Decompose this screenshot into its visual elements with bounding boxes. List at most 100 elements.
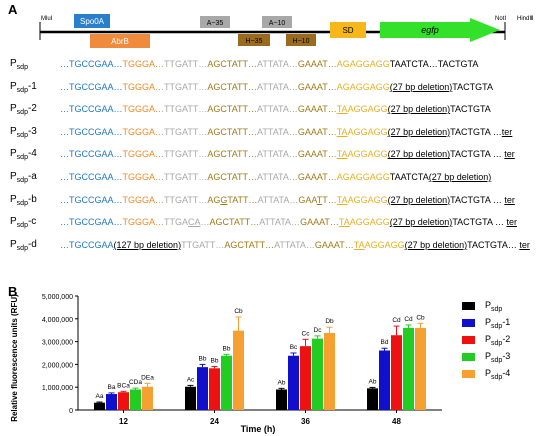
data-label: Ac bbox=[187, 376, 195, 383]
x-axis-label: Time (h) bbox=[241, 424, 276, 434]
sequence-segment: TACTGTA … bbox=[450, 126, 502, 137]
bar bbox=[391, 335, 402, 410]
sequence-segment: …TGCCGAA… bbox=[60, 194, 123, 205]
legend-subscript: sdp bbox=[491, 356, 503, 364]
sequence-segment: GAAAT… bbox=[297, 59, 337, 69]
data-label: BCa bbox=[117, 382, 130, 389]
bar bbox=[415, 327, 426, 410]
sequence-segment: …TGCCGAA… bbox=[60, 217, 123, 228]
sequence-segment: (27 bp deletion) bbox=[389, 217, 453, 228]
sequence-name-prefix: P bbox=[10, 193, 17, 205]
promoter-map: MluⅠ NotⅠ HindⅢ Spo0A AbrB A−35 A−10 H−3… bbox=[39, 14, 533, 48]
fluorescence-bar-chart: 0 1,000,000 2,000,000 3,000,000 4,000,000 5,0… bbox=[10, 294, 442, 434]
bar bbox=[130, 389, 141, 410]
sequence-name: Psdp-1 bbox=[10, 79, 62, 99]
sequence-segment: GAAAT… bbox=[300, 217, 339, 228]
sequence-name: Psdp-2 bbox=[10, 101, 62, 121]
sequence-segment: ATTATA… bbox=[257, 81, 298, 92]
sequence-segment: TA bbox=[336, 126, 348, 137]
sequence-segment: AGAGGAGG bbox=[336, 59, 390, 69]
legend-subscript: sdp bbox=[491, 305, 503, 313]
sequence-segment: AGCTATT… bbox=[207, 126, 258, 137]
bar bbox=[403, 327, 414, 410]
data-label: Ab bbox=[369, 378, 377, 385]
sequence-segment: AGCTATT… bbox=[207, 81, 258, 92]
sequence-segment: TGGGA… bbox=[122, 81, 165, 92]
bar bbox=[197, 367, 208, 410]
h10-box bbox=[286, 34, 316, 46]
sequence-segment: TATT… bbox=[227, 194, 258, 205]
data-label: Bb bbox=[211, 357, 219, 364]
legend-suffix: -3 bbox=[502, 351, 511, 361]
noti-site-label: NotⅠ bbox=[495, 16, 506, 22]
sequence-name-subscript: sdp bbox=[16, 154, 28, 162]
a10-label: A−10 bbox=[269, 20, 286, 27]
legend-name: P bbox=[485, 368, 492, 378]
sequence-segment: GAAAT… bbox=[297, 149, 337, 160]
bar bbox=[300, 346, 311, 410]
sequence-text: …TGCCGAA…TGGGA…TTGATT…AGCTATT…ATTATA…GAA… bbox=[60, 169, 491, 185]
y-tick-label: 0 bbox=[69, 408, 73, 415]
sequence-segment: ATTATA… bbox=[257, 172, 298, 182]
sequence-segment: TGGGA… bbox=[122, 194, 165, 205]
sequence-segment: (27 bp deletion) bbox=[387, 194, 451, 205]
legend-name: P bbox=[485, 317, 492, 327]
sequence-text: …TGCCGAA…TGGGA…TTGATT…AGCTATT…ATTATA…GAA… bbox=[60, 124, 512, 140]
spo0a-label: Spo0A bbox=[80, 17, 105, 26]
data-label: Cd bbox=[392, 317, 401, 324]
sequence-name-prefix: P bbox=[10, 216, 17, 228]
sequence-segment: TACTGTA … bbox=[450, 194, 505, 205]
sequence-name-subscript: sdp bbox=[16, 86, 28, 94]
sequence-segment: ATTATA… bbox=[257, 149, 298, 160]
data-label: DEa bbox=[141, 374, 154, 381]
data-label: Bd bbox=[381, 339, 389, 346]
sequence-segment: ATTATA… bbox=[257, 126, 298, 137]
sequence-text: …TGCCGAA(127 bp deletion)TTGATT…AGCTATT…… bbox=[60, 237, 530, 253]
bar bbox=[288, 355, 299, 410]
y-tick-label: 3,000,000 bbox=[42, 340, 73, 347]
x-tick-label: 36 bbox=[301, 417, 310, 426]
sequence-text: …TGCCGAA…TGGGA…TTGATT…AGCTATT…ATTATA…GAA… bbox=[60, 146, 515, 162]
sequence-segment: AGGAGG bbox=[364, 239, 405, 250]
data-label: Cb bbox=[234, 308, 243, 315]
bar bbox=[312, 338, 323, 410]
sequence-segment: TA bbox=[353, 239, 365, 250]
sequence-name-suffix: -1 bbox=[27, 80, 37, 92]
a10-box bbox=[262, 16, 292, 28]
sequence-segment: AGGAGG bbox=[349, 217, 390, 228]
sequence-name-suffix: -3 bbox=[27, 125, 37, 137]
sequence-segment: AG bbox=[207, 194, 221, 205]
sequence-segment: GAA bbox=[298, 194, 317, 205]
sequence-segment: TAATCTA bbox=[389, 172, 429, 182]
sequence-segment: …TGCCGAA bbox=[60, 239, 114, 250]
sequence-segment: AGCTATT… bbox=[207, 172, 258, 182]
sequence-segment: ter bbox=[506, 217, 517, 228]
sequence-name-suffix: -d bbox=[27, 238, 37, 250]
sequence-name: Psdp-d bbox=[10, 237, 62, 257]
sequence-segment: …TGCCGAA… bbox=[60, 81, 123, 92]
sequence-segment: AGCTATT… bbox=[207, 59, 258, 69]
sequence-segment: TACTGTA bbox=[452, 81, 493, 92]
sequence-segment: TTGATT… bbox=[164, 59, 208, 69]
sequence-segment: AGAGGAGG bbox=[336, 172, 390, 182]
sequence-segment: ter bbox=[501, 126, 513, 137]
sequence-segment: TTGATT… bbox=[164, 126, 208, 137]
sequence-segment: GAAAT… bbox=[297, 126, 337, 137]
sequence-segment: … bbox=[200, 217, 210, 228]
h35-box bbox=[238, 34, 270, 46]
sequence-segment: ATTATA… bbox=[274, 239, 315, 250]
sequence-segment: TACTGTA … bbox=[450, 149, 505, 160]
bar bbox=[185, 386, 196, 410]
sequence-name-prefix: P bbox=[10, 238, 17, 250]
x-tick-label: 24 bbox=[210, 417, 219, 426]
sequence-name-prefix: P bbox=[10, 80, 17, 92]
sequence-segment: TTGATT… bbox=[164, 194, 208, 205]
mlu-site-label: MluⅠ bbox=[41, 16, 53, 22]
bar bbox=[367, 388, 378, 410]
legend-name: P bbox=[485, 351, 492, 361]
sequence-name-prefix: P bbox=[10, 103, 17, 115]
data-label: Bb bbox=[223, 345, 231, 352]
sequence-segment: TAATCTA…TACTGTA bbox=[389, 59, 479, 69]
sequence-segment: …TGCCGAA… bbox=[60, 126, 123, 137]
